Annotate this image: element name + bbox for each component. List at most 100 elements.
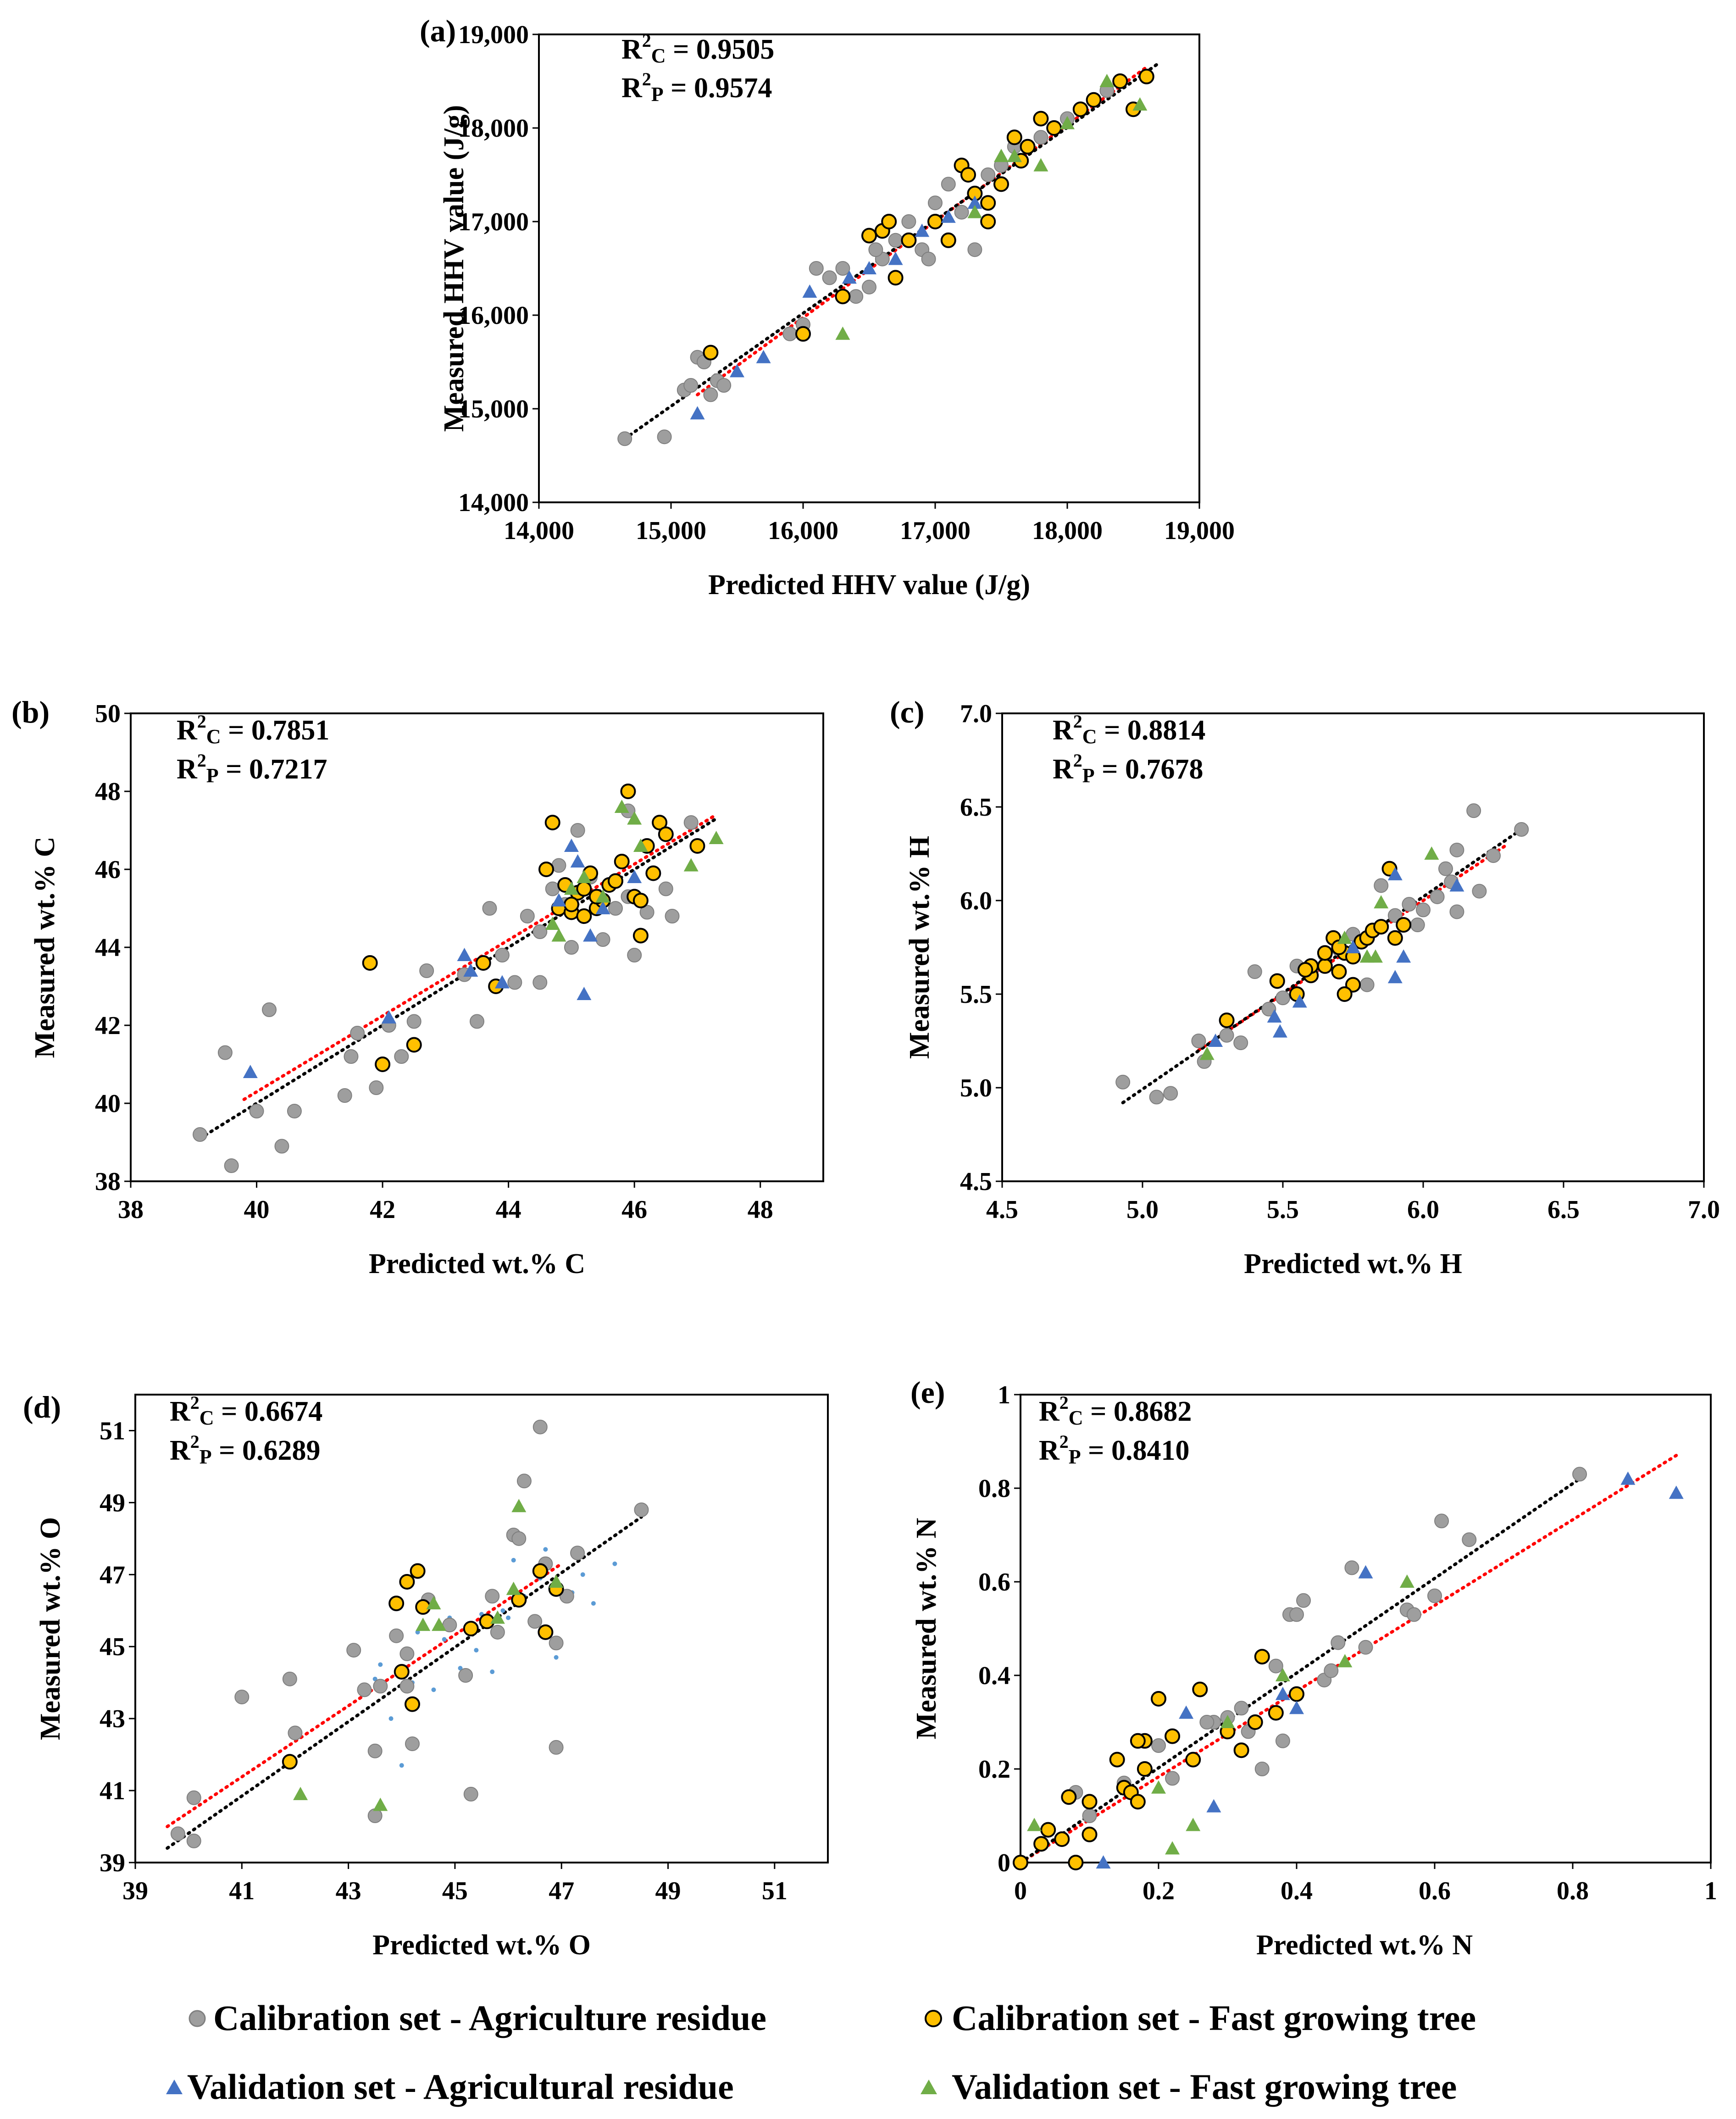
ylabel-d: Measured wt.% O <box>35 1517 66 1740</box>
ytick-label-d: 41 <box>100 1777 125 1805</box>
legend-marker-calib-agri <box>189 2010 206 2027</box>
xlabel-c: Predicted wt.% H <box>1244 1248 1462 1279</box>
point-calib-agri-a <box>928 195 943 211</box>
point-valid-tree-d <box>432 1618 447 1631</box>
point-calib-agri-c <box>1247 964 1262 979</box>
point-calib-agri-d <box>532 1419 548 1435</box>
point-calib-tree-b <box>576 881 592 897</box>
xlabel-e: Predicted wt.% N <box>1256 1930 1473 1961</box>
point-valid-tree-a <box>994 149 1009 162</box>
r2c-value-b: 0.7851 <box>251 715 330 746</box>
point-valid-tree-b <box>709 831 724 844</box>
point-valid-agri-a <box>730 364 744 378</box>
minor-point-d <box>500 1608 505 1613</box>
point-valid-tree-d <box>426 1596 441 1610</box>
xtick-label-d: 43 <box>336 1877 361 1905</box>
point-calib-tree-a <box>980 195 996 211</box>
point-valid-agri-b <box>595 901 610 914</box>
point-calib-tree-b <box>632 928 649 944</box>
point-calib-agri-a <box>849 289 864 304</box>
point-valid-agri-a <box>802 284 817 298</box>
point-valid-tree-d <box>549 1574 564 1588</box>
point-calib-agri-c <box>1514 822 1529 837</box>
point-calib-tree-e <box>1109 1752 1125 1768</box>
point-calib-tree-c <box>1337 986 1353 1002</box>
point-calib-agri-d <box>634 1502 649 1518</box>
xtick-label-a: 19,000 <box>1164 517 1235 545</box>
point-calib-agri-b <box>394 1049 409 1064</box>
point-calib-tree-e <box>1130 1794 1146 1810</box>
panel-label-e: (e) <box>910 1375 945 1410</box>
point-calib-tree-e <box>1289 1686 1304 1702</box>
r2-box-b: R2C = 0.7851 R2P = 0.7217 <box>177 711 329 787</box>
point-calib-tree-d <box>405 1696 420 1712</box>
point-calib-agri-e <box>1344 1560 1359 1575</box>
r2p-text-a: R2P = 0.9574 <box>621 69 772 106</box>
point-calib-tree-c <box>1396 917 1412 933</box>
ticks-a: 14,000 15,000 16,000 17,000 18,000 19,000 14,0… <box>458 21 1235 545</box>
point-valid-tree-c <box>1368 949 1383 963</box>
point-calib-tree-e <box>1268 1705 1284 1721</box>
minor-point-d <box>506 1615 511 1620</box>
point-calib-agri-e <box>1406 1607 1421 1622</box>
point-calib-agri-c <box>1449 842 1464 857</box>
point-calib-agri-b <box>249 1104 264 1118</box>
point-valid-agri-a <box>941 209 956 223</box>
ytick-label-c: 5.0 <box>960 1074 992 1102</box>
point-calib-tree-a <box>940 232 956 248</box>
point-calib-agri-d <box>458 1668 473 1683</box>
xtick-label-a: 14,000 <box>504 517 574 545</box>
point-calib-agri-e <box>1199 1715 1215 1730</box>
point-calib-agri-a <box>921 251 936 267</box>
point-valid-tree-a <box>1033 158 1048 172</box>
xtick-label-e: 0.2 <box>1143 1877 1175 1905</box>
point-calib-tree-a <box>993 176 1009 192</box>
panel-label-a: (a) <box>420 13 456 48</box>
point-calib-agri-b <box>639 905 654 920</box>
xtick-label-a: 15,000 <box>636 517 706 545</box>
xtick-label-a: 17,000 <box>900 517 971 545</box>
point-calib-tree-d <box>511 1592 527 1608</box>
xtick-label-b: 44 <box>496 1196 521 1224</box>
ylabel-b: Measured wt.% C <box>29 837 61 1058</box>
point-calib-agri-e <box>1434 1513 1449 1529</box>
point-calib-agri-e <box>1331 1635 1346 1650</box>
point-valid-agri-e <box>1358 1565 1373 1579</box>
point-calib-agri-d <box>559 1589 574 1604</box>
point-calib-tree-a <box>835 289 851 305</box>
point-calib-agri-a <box>888 233 903 248</box>
point-calib-agri-e <box>1082 1808 1097 1823</box>
point-valid-tree-e <box>1337 1654 1353 1668</box>
point-calib-tree-e <box>1137 1761 1153 1777</box>
point-calib-agri-b <box>224 1158 239 1173</box>
point-valid-tree-c <box>1199 1046 1215 1060</box>
point-calib-agri-b <box>570 823 585 838</box>
point-calib-tree-c <box>1269 973 1285 989</box>
point-calib-tree-e <box>1233 1742 1249 1758</box>
ytick-label-e: 1 <box>998 1381 1010 1409</box>
point-calib-agri-c <box>1359 977 1375 992</box>
point-calib-agri-c <box>1276 990 1290 1006</box>
point-calib-agri-a <box>822 270 837 285</box>
point-calib-tree-e <box>1013 1855 1028 1870</box>
point-calib-agri-d <box>288 1725 303 1741</box>
point-calib-tree-a <box>861 228 877 244</box>
xtick-label-a: 18,000 <box>1032 517 1103 545</box>
point-calib-agri-d <box>511 1531 527 1546</box>
point-valid-tree-e <box>1399 1574 1414 1588</box>
point-calib-agri-a <box>981 167 996 182</box>
minor-point-d <box>490 1669 495 1674</box>
point-calib-tree-b <box>658 826 674 842</box>
point-calib-agri-c <box>1233 1035 1248 1051</box>
ytick-label-c: 7.0 <box>960 700 992 728</box>
r2p-value-e: 0.8410 <box>1111 1435 1190 1466</box>
point-calib-agri-b <box>369 1080 384 1095</box>
point-calib-agri-e <box>1165 1771 1180 1786</box>
point-calib-tree-e <box>1254 1649 1270 1665</box>
point-valid-tree-c <box>1424 846 1439 860</box>
point-calib-tree-a <box>901 232 917 248</box>
ytick-label-a: 19,000 <box>458 21 529 49</box>
point-calib-tree-a <box>1086 92 1102 108</box>
point-calib-agri-e <box>1572 1467 1587 1482</box>
point-valid-agri-b <box>583 928 598 942</box>
